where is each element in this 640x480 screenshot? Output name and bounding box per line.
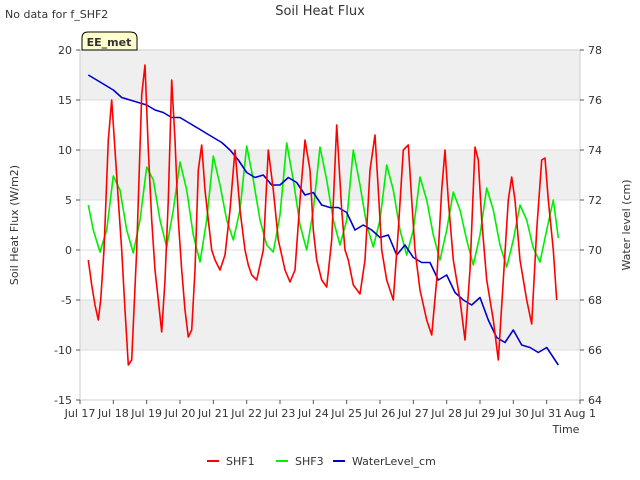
y-tick-label: 20 — [58, 44, 72, 57]
plot-frame — [79, 49, 581, 401]
x-tick-label: Jul 21 — [197, 407, 229, 420]
legend-label-shf1: SHF1 — [226, 455, 255, 468]
y-axis-left: -15 -10 -5 0 5 10 15 20 — [54, 44, 80, 407]
x-tick-label: Jul 26 — [364, 407, 396, 420]
x-tick-label: Jul 17 — [64, 407, 96, 420]
y2-tick-label: 68 — [588, 294, 602, 307]
y-tick-label: 15 — [58, 94, 72, 107]
y2-tick-label: 76 — [588, 94, 602, 107]
y-tick-label: -10 — [54, 344, 72, 357]
x-tick-label: Jul 24 — [297, 407, 329, 420]
x-tick-label: Jul 22 — [230, 407, 262, 420]
x-axis: Jul 17 Jul 18 Jul 19 Jul 20 Jul 21 Jul 22 Jul … — [64, 400, 596, 420]
y-tick-label: -15 — [54, 394, 72, 407]
station-badge-box — [81, 31, 138, 51]
legend: SHF1 SHF3 WaterLevel_cm — [207, 455, 436, 468]
x-tick-label: Jul 20 — [164, 407, 196, 420]
y2-tick-label: 66 — [588, 344, 602, 357]
x-tick-label: Jul 29 — [464, 407, 496, 420]
plot-band — [80, 150, 580, 200]
chart-title: Soil Heat Flux — [275, 4, 365, 19]
series-line-waterlevel_cm — [87, 74, 559, 366]
x-tick-label: Jul 30 — [497, 407, 529, 420]
y2-tick-label: 72 — [588, 194, 602, 207]
y-tick-label: 10 — [58, 144, 72, 157]
y-axis-right: 64 66 68 70 72 74 76 78 — [580, 44, 602, 407]
station-badge-label: EE_met — [87, 36, 132, 49]
x-tick-label: Jul 19 — [130, 407, 162, 420]
series-line-shf1 — [87, 64, 558, 366]
y-tick-label: 5 — [65, 194, 72, 207]
legend-label-waterlevel_cm: WaterLevel_cm — [352, 455, 436, 468]
y-tick-label: -5 — [61, 294, 72, 307]
x-tick-label: Jul 27 — [397, 407, 429, 420]
no-data-note: No data for f_SHF2 — [5, 8, 108, 21]
plot-series — [87, 64, 560, 366]
x-tick-label: Jul 28 — [430, 407, 462, 420]
x-tick-label: Jul 25 — [330, 407, 362, 420]
x-tick-label: Jul 31 — [530, 407, 562, 420]
legend-label-shf3: SHF3 — [295, 455, 324, 468]
y2-tick-label: 64 — [588, 394, 602, 407]
series-line-shf3 — [87, 142, 560, 268]
y2-tick-label: 74 — [588, 144, 602, 157]
y2-tick-label: 70 — [588, 244, 602, 257]
plot-band — [80, 50, 580, 100]
station-badge: EE_met — [81, 31, 138, 51]
x-axis-label: Time — [552, 423, 580, 436]
y-axis-label: Soil Heat Flux (W/m2) — [8, 165, 21, 285]
x-tick-label: Jul 18 — [97, 407, 129, 420]
y-tick-label: 0 — [65, 244, 72, 257]
y2-tick-label: 78 — [588, 44, 602, 57]
y2-axis-label: Water level (cm) — [620, 179, 633, 270]
x-tick-label: Jul 23 — [264, 407, 296, 420]
x-tick-label: Aug 1 — [564, 407, 596, 420]
